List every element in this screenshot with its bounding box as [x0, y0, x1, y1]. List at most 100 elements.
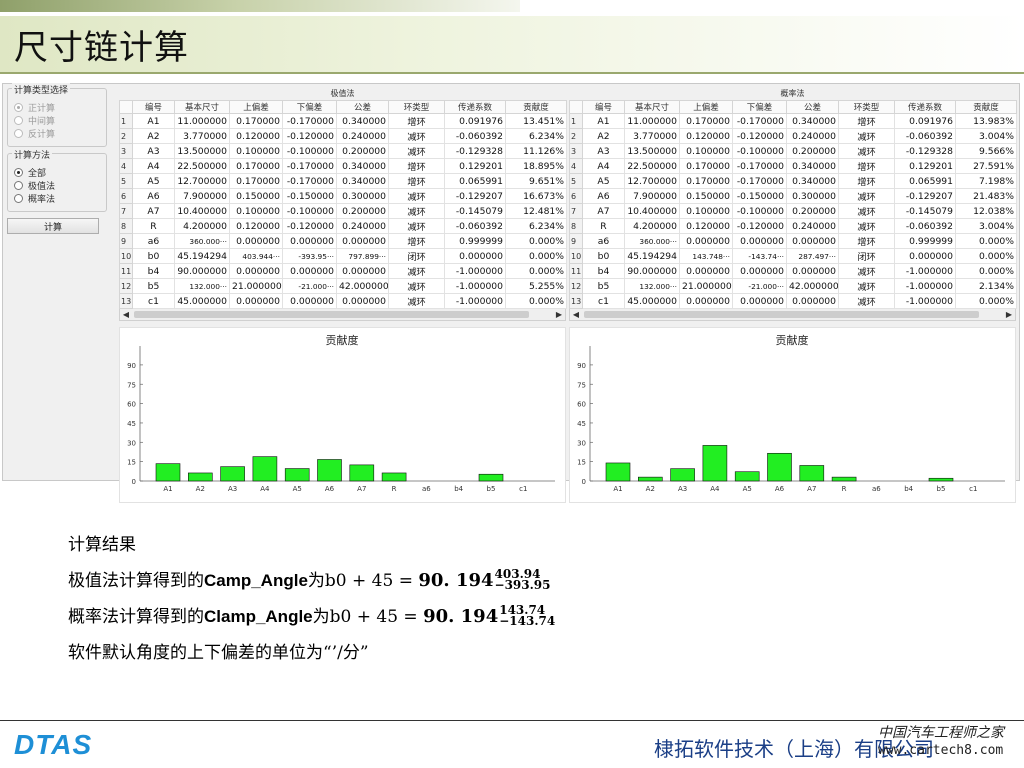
table-cell[interactable]: 0.100000 [229, 203, 283, 219]
table-cell[interactable]: 0.150000 [229, 188, 283, 204]
table-row[interactable]: 1 A1 11.000000 0.170000 -0.170000 0.340000 增环 0… [569, 113, 1017, 129]
table-row[interactable]: 6 A6 7.900000 0.150000 -0.150000 0.300000 减环 -0… [569, 188, 1017, 204]
table-cell[interactable]: 0.000000 [336, 233, 389, 249]
table-row[interactable]: 7 A7 10.400000 0.100000 -0.100000 0.200000 减环 -… [569, 203, 1017, 219]
table-cell[interactable]: A5 [132, 173, 175, 189]
table-cell[interactable]: 3.004% [955, 128, 1017, 144]
table-cell[interactable]: 0.000000 [229, 233, 283, 249]
table-cell[interactable]: -0.120000 [732, 218, 787, 234]
table-cell[interactable]: -0.129207 [894, 188, 956, 204]
table-cell[interactable]: 0.100000 [679, 143, 733, 159]
table-cell[interactable]: 22.500000 [174, 158, 230, 174]
table-cell[interactable]: 0.000000 [786, 293, 839, 309]
table-cell[interactable]: 增环 [838, 113, 895, 129]
table-row[interactable]: 10 b0 45.194294 143.748··· -143.74··· 287.497… [569, 248, 1017, 264]
table-cell[interactable]: c1 [582, 293, 625, 309]
table-cell[interactable]: 0.000% [505, 263, 567, 279]
table-cell[interactable]: 减环 [388, 263, 445, 279]
table-cell[interactable]: 0.300000 [786, 188, 839, 204]
table-cell[interactable]: 42.000000 [336, 278, 389, 294]
table-cell[interactable]: 0.000% [505, 233, 567, 249]
table-cell[interactable]: b4 [582, 263, 625, 279]
table-cell[interactable]: A2 [582, 128, 625, 144]
table-row[interactable]: 7 A7 10.400000 0.100000 -0.100000 0.200000 减环 -… [119, 203, 567, 219]
row-header[interactable]: 3 [119, 143, 133, 159]
table-cell[interactable]: 减环 [838, 263, 895, 279]
table-cell[interactable]: A7 [582, 203, 625, 219]
table-cell[interactable]: 增环 [388, 113, 445, 129]
table-cell[interactable]: A2 [132, 128, 175, 144]
table-cell[interactable]: 0.000000 [336, 293, 389, 309]
table-cell[interactable]: 12.481% [505, 203, 567, 219]
table-cell[interactable]: 减环 [388, 143, 445, 159]
table-cell[interactable]: 0.240000 [786, 218, 839, 234]
table-cell[interactable]: 0.240000 [336, 128, 389, 144]
col-header[interactable]: 贡献度 [955, 100, 1017, 114]
table-cell[interactable]: R [132, 218, 175, 234]
scroll-thumb[interactable] [584, 311, 979, 318]
table-row[interactable]: 12 b5 132.000··· 21.000000 -21.000··· 42.0000… [119, 278, 567, 294]
table-cell[interactable]: 3.770000 [624, 128, 680, 144]
table-cell[interactable]: 10.400000 [174, 203, 230, 219]
table-cell[interactable]: A4 [582, 158, 625, 174]
col-header[interactable]: 基本尺寸 [624, 100, 680, 114]
table-cell[interactable]: 0.000000 [786, 263, 839, 279]
table-row[interactable]: 2 A2 3.770000 0.120000 -0.120000 0.240000 减环 -0… [119, 128, 567, 144]
table-cell[interactable]: A4 [132, 158, 175, 174]
table-cell[interactable]: 360.000··· [174, 233, 230, 249]
table-row[interactable]: 13 c1 45.000000 0.000000 0.000000 0.000000 减环 -… [569, 293, 1017, 309]
table-cell[interactable]: -0.100000 [282, 203, 337, 219]
col-header[interactable]: 公差 [786, 100, 839, 114]
table-row[interactable]: 4 A4 22.500000 0.170000 -0.170000 0.340000 增环 0… [569, 158, 1017, 174]
table-cell[interactable]: -0.060392 [894, 128, 956, 144]
table-cell[interactable]: -21.000··· [732, 278, 787, 294]
row-header[interactable]: 8 [569, 218, 583, 234]
table-cell[interactable]: 0.100000 [229, 143, 283, 159]
table-cell[interactable]: -0.120000 [282, 218, 337, 234]
table-row[interactable]: 8 R 4.200000 0.120000 -0.120000 0.240000 减环 -0.… [569, 218, 1017, 234]
table-cell[interactable]: -0.100000 [732, 203, 787, 219]
table-cell[interactable]: 143.748··· [679, 248, 733, 264]
table-row[interactable]: 3 A3 13.500000 0.100000 -0.100000 0.200000 减环 -… [119, 143, 567, 159]
table-cell[interactable]: 0.240000 [336, 218, 389, 234]
row-header[interactable]: 2 [119, 128, 133, 144]
row-header[interactable]: 1 [119, 113, 133, 129]
table-cell[interactable]: 11.000000 [174, 113, 230, 129]
col-header[interactable]: 上偏差 [679, 100, 733, 114]
table-cell[interactable]: 0.091976 [894, 113, 956, 129]
table-cell[interactable]: 0.000000 [732, 263, 787, 279]
row-header[interactable]: 6 [119, 188, 133, 204]
table-cell[interactable]: 0.000% [955, 293, 1017, 309]
table-cell[interactable]: -0.100000 [282, 143, 337, 159]
table-cell[interactable]: 0.000000 [282, 233, 337, 249]
table-cell[interactable]: 0.065991 [894, 173, 956, 189]
table-cell[interactable]: 增环 [838, 158, 895, 174]
table-cell[interactable]: 0.170000 [679, 158, 733, 174]
table-cell[interactable]: 0.999999 [444, 233, 506, 249]
table-cell[interactable]: 减环 [388, 278, 445, 294]
table-cell[interactable]: 42.000000 [786, 278, 839, 294]
row-header[interactable]: 9 [569, 233, 583, 249]
scroll-left-icon[interactable]: ◀ [572, 310, 580, 319]
table-cell[interactable]: A1 [582, 113, 625, 129]
table-cell[interactable]: 5.255% [505, 278, 567, 294]
table-cell[interactable]: a6 [582, 233, 625, 249]
table-cell[interactable]: 减环 [838, 278, 895, 294]
table-cell[interactable]: 21.000000 [229, 278, 283, 294]
radio-forward-calc[interactable]: 正计算 [14, 101, 100, 114]
table-cell[interactable]: 2.134% [955, 278, 1017, 294]
table-cell[interactable]: 增环 [388, 233, 445, 249]
table-row[interactable]: 5 A5 12.700000 0.170000 -0.170000 0.340000 增环 0… [119, 173, 567, 189]
table-cell[interactable]: 132.000··· [174, 278, 230, 294]
table-cell[interactable]: 27.591% [955, 158, 1017, 174]
table-cell[interactable]: -0.060392 [444, 128, 506, 144]
table-cell[interactable]: 增环 [388, 158, 445, 174]
table-cell[interactable]: 45.000000 [624, 293, 680, 309]
table-cell[interactable]: -0.170000 [732, 113, 787, 129]
table-cell[interactable]: 0.170000 [229, 173, 283, 189]
table-cell[interactable]: 0.340000 [786, 173, 839, 189]
table-cell[interactable]: 22.500000 [624, 158, 680, 174]
table-row[interactable]: 9 a6 360.000··· 0.000000 0.000000 0.000000 增环 0… [119, 233, 567, 249]
table-cell[interactable]: 403.944··· [229, 248, 283, 264]
radio-middle-calc[interactable]: 中间算 [14, 114, 100, 127]
